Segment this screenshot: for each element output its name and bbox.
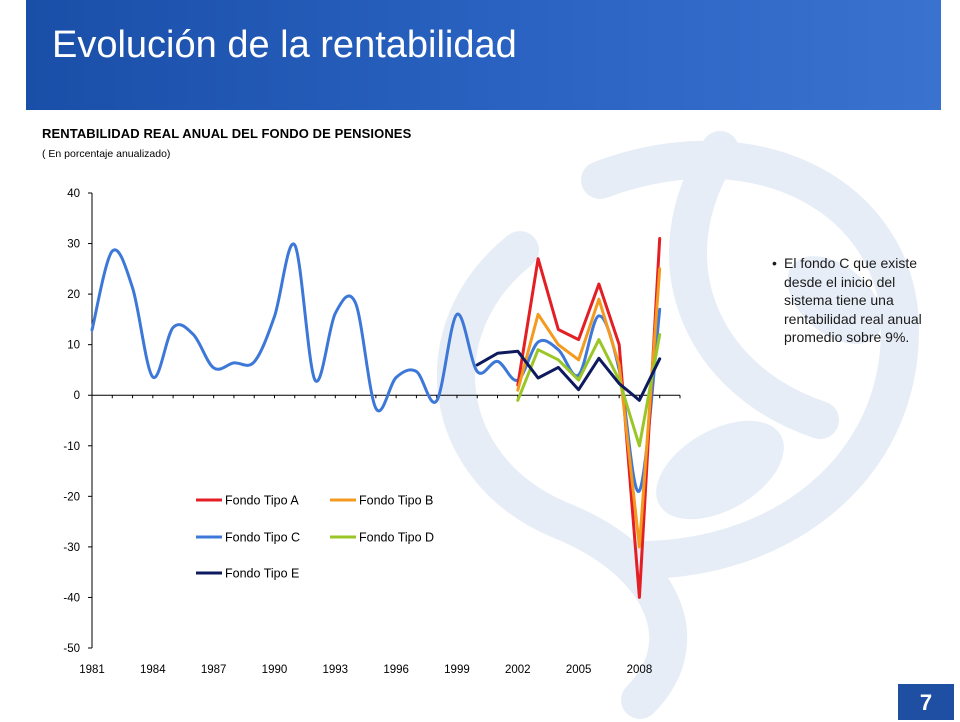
y-tick-label: -40 [63,592,80,604]
series-line-fondo-tipo-b [516,267,662,549]
page-number: 7 [898,684,954,720]
title-banner [26,0,941,110]
chart-axes: 40 30 20 10 0 -10 -20 -30 -40 -50 1981 1984 1987 1990… [63,188,681,676]
chart-subtitle: ( En porcentaje anualizado) [42,148,171,160]
x-tick-label: 1990 [262,664,288,676]
series-line-fondo-tipo-d [516,333,662,448]
y-tick-label: -10 [63,441,80,453]
x-tick-label: 1981 [79,664,105,676]
x-tick-label: 1996 [383,664,409,676]
y-tick-label: -50 [63,643,80,655]
legend-label-fondo-tipo-d: Fondo Tipo D [359,531,434,545]
bullet-marker: • [772,255,777,271]
legend-label-fondo-tipo-e: Fondo Tipo E [225,567,299,581]
x-tick-label: 1993 [323,664,349,676]
y-tick-label: 30 [67,239,80,251]
series-line-fondo-tipo-e [475,349,662,402]
x-tick-label: 2002 [505,664,531,676]
y-tick-label: 10 [67,340,80,352]
legend-label-fondo-tipo-c: Fondo Tipo C [225,531,300,545]
x-tick-label: 2005 [566,664,592,676]
chart-series [90,237,662,599]
y-tick-label: 40 [67,188,80,200]
x-tick-label: 1987 [201,664,227,676]
x-tick-label: 1984 [140,664,166,676]
x-tick-label: 1999 [444,664,470,676]
y-tick-label: -30 [63,542,80,554]
x-tick-label: 2008 [627,664,653,676]
legend-label-fondo-tipo-a: Fondo Tipo A [225,494,299,508]
commentary-note: • El fondo C que existe desde el inicio … [772,254,932,347]
chart-legend: Fondo Tipo A Fondo Tipo B Fondo Tipo C Fond… [196,494,434,581]
chart-title: RENTABILIDAD REAL ANUAL DEL FONDO DE PEN… [42,126,412,141]
slide-title: Evolución de la rentabilidad [52,24,517,66]
series-line-fondo-tipo-a [516,237,662,599]
y-tick-label: 20 [67,289,80,301]
commentary-text: El fondo C que existe desde el inicio de… [784,255,922,345]
legend-label-fondo-tipo-b: Fondo Tipo B [359,494,433,508]
y-tick-label: -20 [63,491,80,503]
y-tick-label: 0 [74,390,80,402]
series-line-fondo-tipo-c [90,242,662,493]
